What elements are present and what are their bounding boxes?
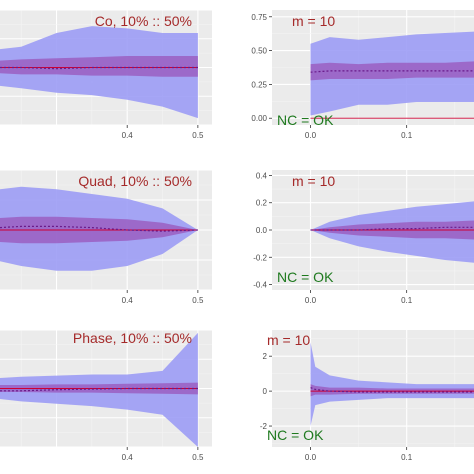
panel-3: 0.4 0.5 Quad, 10% :: 50% — [0, 170, 212, 305]
x-tick-label: 0.0 — [305, 131, 317, 140]
y-tick-label: 0.0 — [256, 226, 268, 235]
inner-quantile-band — [0, 56, 198, 77]
y-tick-label: 0 — [263, 387, 268, 396]
y-tick-label: 0.50 — [251, 47, 267, 56]
panel-2: 0.0 0.1 0.00 0.25 0.50 0.75 m = 10 NC = OK — [251, 10, 474, 140]
panel-title: m = 10 — [292, 173, 335, 189]
median-line — [310, 70, 474, 73]
panel-title: Co, 10% :: 50% — [95, 13, 192, 29]
x-tick-label: 0.4 — [122, 131, 134, 140]
panel-title: Quad, 10% :: 50% — [78, 173, 192, 189]
panel-6: 0.0 0.1 -2 0 2 m = 10 NC = OK — [260, 330, 474, 462]
panel-4: 0.0 0.1 -0.4 -0.2 0.0 0.2 0.4 m = 10 NC = OK — [253, 170, 474, 305]
x-tick-label: 0.0 — [305, 453, 317, 462]
y-tick-label: -0.4 — [253, 281, 267, 290]
y-tick-label: -0.2 — [253, 253, 267, 262]
inner-quantile-band — [310, 384, 474, 397]
y-tick-label: 0.75 — [251, 13, 267, 22]
median-line — [0, 66, 198, 70]
x-tick-label: 0.1 — [401, 453, 413, 462]
x-tick-label: 0.1 — [401, 131, 413, 140]
panel-annotation: NC = OK — [277, 269, 334, 285]
y-tick-label: -2 — [260, 422, 268, 431]
panel-title: m = 10 — [292, 13, 335, 29]
x-tick-label: 0.0 — [305, 296, 317, 305]
y-tick-label: 0.2 — [256, 199, 268, 208]
outer-quantile-band — [310, 342, 474, 426]
panel-annotation: NC = OK — [267, 427, 324, 443]
panel-5: 0.4 0.5 Phase, 10% :: 50% — [0, 330, 212, 462]
y-tick-label: 0.25 — [251, 80, 267, 89]
x-tick-label: 0.4 — [122, 296, 134, 305]
y-tick-label: 2 — [263, 352, 268, 361]
panel-title: Phase, 10% :: 50% — [73, 330, 192, 346]
median-line — [0, 225, 198, 232]
x-tick-label: 0.1 — [401, 296, 413, 305]
y-tick-label: 0.00 — [251, 114, 267, 123]
median-line — [0, 387, 198, 392]
panel-1: 0.4 0.5 Co, 10% :: 50% — [0, 10, 212, 140]
panel-title: m = 10 — [267, 332, 310, 348]
x-tick-label: 0.4 — [122, 453, 134, 462]
x-tick-label: 0.5 — [192, 453, 204, 462]
panel-annotation: NC = OK — [277, 112, 334, 128]
median-line — [310, 226, 474, 231]
y-tick-label: 0.4 — [256, 171, 268, 180]
x-tick-label: 0.5 — [192, 296, 204, 305]
x-tick-label: 0.5 — [192, 131, 204, 140]
